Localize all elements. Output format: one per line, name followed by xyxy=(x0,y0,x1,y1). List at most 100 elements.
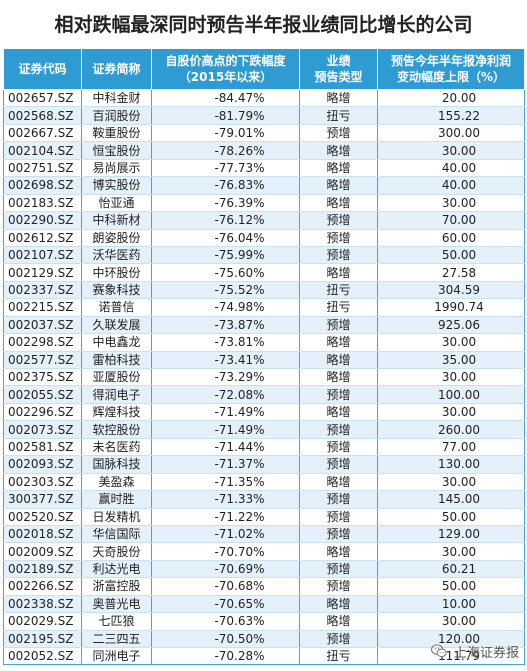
cell-drop: -70.68% xyxy=(151,577,300,596)
cell-type: 略增 xyxy=(299,176,378,195)
cell-type: 预增 xyxy=(299,211,378,230)
cell-drop: -79.01% xyxy=(151,124,300,143)
cell-name: 赢时胜 xyxy=(81,490,152,509)
cell-code: 002104.SZ xyxy=(3,141,82,160)
cell-type: 略增 xyxy=(299,263,378,282)
table-row: 002337.SZ 赛象科技 -75.52% 扭亏 304.59 xyxy=(3,281,525,300)
table-row: 002577.SZ 雷柏科技 -73.41% 略增 35.00 xyxy=(3,351,525,370)
table-row: 002107.SZ 沃华医药 -75.99% 预增 50.00 xyxy=(3,246,525,265)
cell-drop: -76.04% xyxy=(151,229,300,247)
watermark-text: 上海证券报 xyxy=(453,645,519,661)
cell-drop: -73.41% xyxy=(151,351,300,370)
table-row: 300377.SZ 赢时胜 -71.33% 预增 145.00 xyxy=(3,490,525,509)
cell-code: 002018.SZ xyxy=(3,525,82,544)
cell-name: 华信国际 xyxy=(81,525,152,544)
table-row: 002698.SZ 博实股份 -76.83% 略增 40.00 xyxy=(3,176,525,195)
column-header-type: 业绩 预告类型 xyxy=(299,48,378,90)
cell-type: 预增 xyxy=(299,420,378,439)
cell-code: 002195.SZ xyxy=(3,630,82,649)
table-row: 002052.SZ 同洲电子 -70.28% 扭亏 111.79 xyxy=(3,647,525,666)
table-row: 002751.SZ 易尚展示 -77.73% 略增 40.00 xyxy=(3,159,525,178)
cell-drop: -73.87% xyxy=(151,316,300,335)
table-row: 002290.SZ 中科新材 -76.12% 预增 70.00 xyxy=(3,211,525,230)
cell-type: 预增 xyxy=(299,490,378,509)
cell-up: 130.00 xyxy=(377,455,525,474)
cell-drop: -77.73% xyxy=(151,159,300,178)
cell-name: 美盈森 xyxy=(81,473,152,492)
cell-drop: -73.81% xyxy=(151,333,300,352)
cell-code: 002107.SZ xyxy=(3,246,82,265)
cell-code: 002093.SZ xyxy=(3,455,82,474)
cell-code: 002215.SZ xyxy=(3,298,82,317)
cell-name: 软控股份 xyxy=(81,420,152,439)
cell-name: 天奇股份 xyxy=(81,542,152,561)
cell-name: 浙富控股 xyxy=(81,577,152,596)
cell-code: 002577.SZ xyxy=(3,351,82,370)
table-row: 002667.SZ 鞍重股份 -79.01% 预增 300.00 xyxy=(3,124,525,143)
cell-type: 预增 xyxy=(299,630,378,649)
cell-code: 002055.SZ xyxy=(3,385,82,404)
cell-up: 300.00 xyxy=(377,124,525,143)
cell-up: 70.00 xyxy=(377,211,525,230)
cell-drop: -73.29% xyxy=(151,368,300,387)
table-row: 002055.SZ 得润电子 -72.08% 预增 100.00 xyxy=(3,385,525,404)
cell-up: 30.00 xyxy=(377,333,525,352)
cell-name: 恒宝股份 xyxy=(81,141,152,160)
cell-name: 怡亚通 xyxy=(81,194,152,213)
cell-type: 略增 xyxy=(299,473,378,492)
cell-type: 略增 xyxy=(299,595,378,614)
cell-name: 百润股份 xyxy=(81,106,152,125)
cell-code: 002129.SZ xyxy=(3,263,82,282)
cell-code: 002581.SZ xyxy=(3,438,82,457)
cell-up: 30.00 xyxy=(377,141,525,160)
cell-name: 朗姿股份 xyxy=(81,229,152,247)
cell-name: 沃华医药 xyxy=(81,246,152,265)
cell-name: 同洲电子 xyxy=(81,647,152,666)
cell-code: 002189.SZ xyxy=(3,560,82,579)
cell-drop: -74.98% xyxy=(151,298,300,317)
cell-up: 111.79 xyxy=(377,647,525,666)
cell-drop: -76.12% xyxy=(151,211,300,230)
cell-type: 扭亏 xyxy=(299,647,378,666)
cell-name: 利达光电 xyxy=(81,560,152,579)
cell-name: 中环股份 xyxy=(81,263,152,282)
cell-type: 略增 xyxy=(299,141,378,160)
cell-code: 002029.SZ xyxy=(3,612,82,631)
cell-up: 77.00 xyxy=(377,438,525,457)
cell-up: 120.00 xyxy=(377,630,525,649)
cell-code: 002337.SZ xyxy=(3,281,82,300)
wechat-icon xyxy=(430,644,447,658)
cell-type: 扭亏 xyxy=(299,298,378,317)
cell-drop: -70.63% xyxy=(151,612,300,631)
cell-type: 略增 xyxy=(299,333,378,352)
table-row: 002375.SZ 亚厦股份 -73.29% 略增 30.00 xyxy=(3,368,525,387)
cell-code: 002266.SZ xyxy=(3,577,82,596)
cell-code: 002183.SZ xyxy=(3,194,82,213)
cell-code: 002298.SZ xyxy=(3,333,82,352)
cell-up: 145.00 xyxy=(377,490,525,509)
table-row: 002189.SZ 利达光电 -70.69% 预增 60.21 xyxy=(3,560,525,579)
cell-drop: -70.28% xyxy=(151,647,300,666)
cell-drop: -70.50% xyxy=(151,630,300,649)
cell-name: 奥普光电 xyxy=(81,595,152,614)
cell-name: 诺普信 xyxy=(81,298,152,317)
cell-name: 赛象科技 xyxy=(81,281,152,300)
data-table: 证券代码 证券简称 自股价高点的下跌幅度 （2015年以来） 业绩 预告类型 预… xyxy=(3,48,525,666)
table-row: 002093.SZ 国脉科技 -71.37% 预增 130.00 xyxy=(3,455,525,474)
table-row: 002073.SZ 软控股份 -71.49% 预增 260.00 xyxy=(3,420,525,439)
cell-up: 50.00 xyxy=(377,508,525,526)
table-row: 002298.SZ 中电鑫龙 -73.81% 略增 30.00 xyxy=(3,333,525,352)
table-row: 002104.SZ 恒宝股份 -78.26% 略增 30.00 xyxy=(3,141,525,160)
cell-code: 002009.SZ xyxy=(3,542,82,561)
cell-code: 002290.SZ xyxy=(3,211,82,230)
cell-up: 129.00 xyxy=(377,525,525,544)
cell-type: 预增 xyxy=(299,124,378,143)
column-header-code: 证券代码 xyxy=(3,48,82,90)
cell-drop: -81.79% xyxy=(151,106,300,125)
cell-type: 略增 xyxy=(299,542,378,561)
cell-drop: -71.37% xyxy=(151,455,300,474)
cell-name: 中电鑫龙 xyxy=(81,333,152,352)
cell-name: 得润电子 xyxy=(81,385,152,404)
cell-type: 预增 xyxy=(299,246,378,265)
cell-up: 925.06 xyxy=(377,316,525,335)
